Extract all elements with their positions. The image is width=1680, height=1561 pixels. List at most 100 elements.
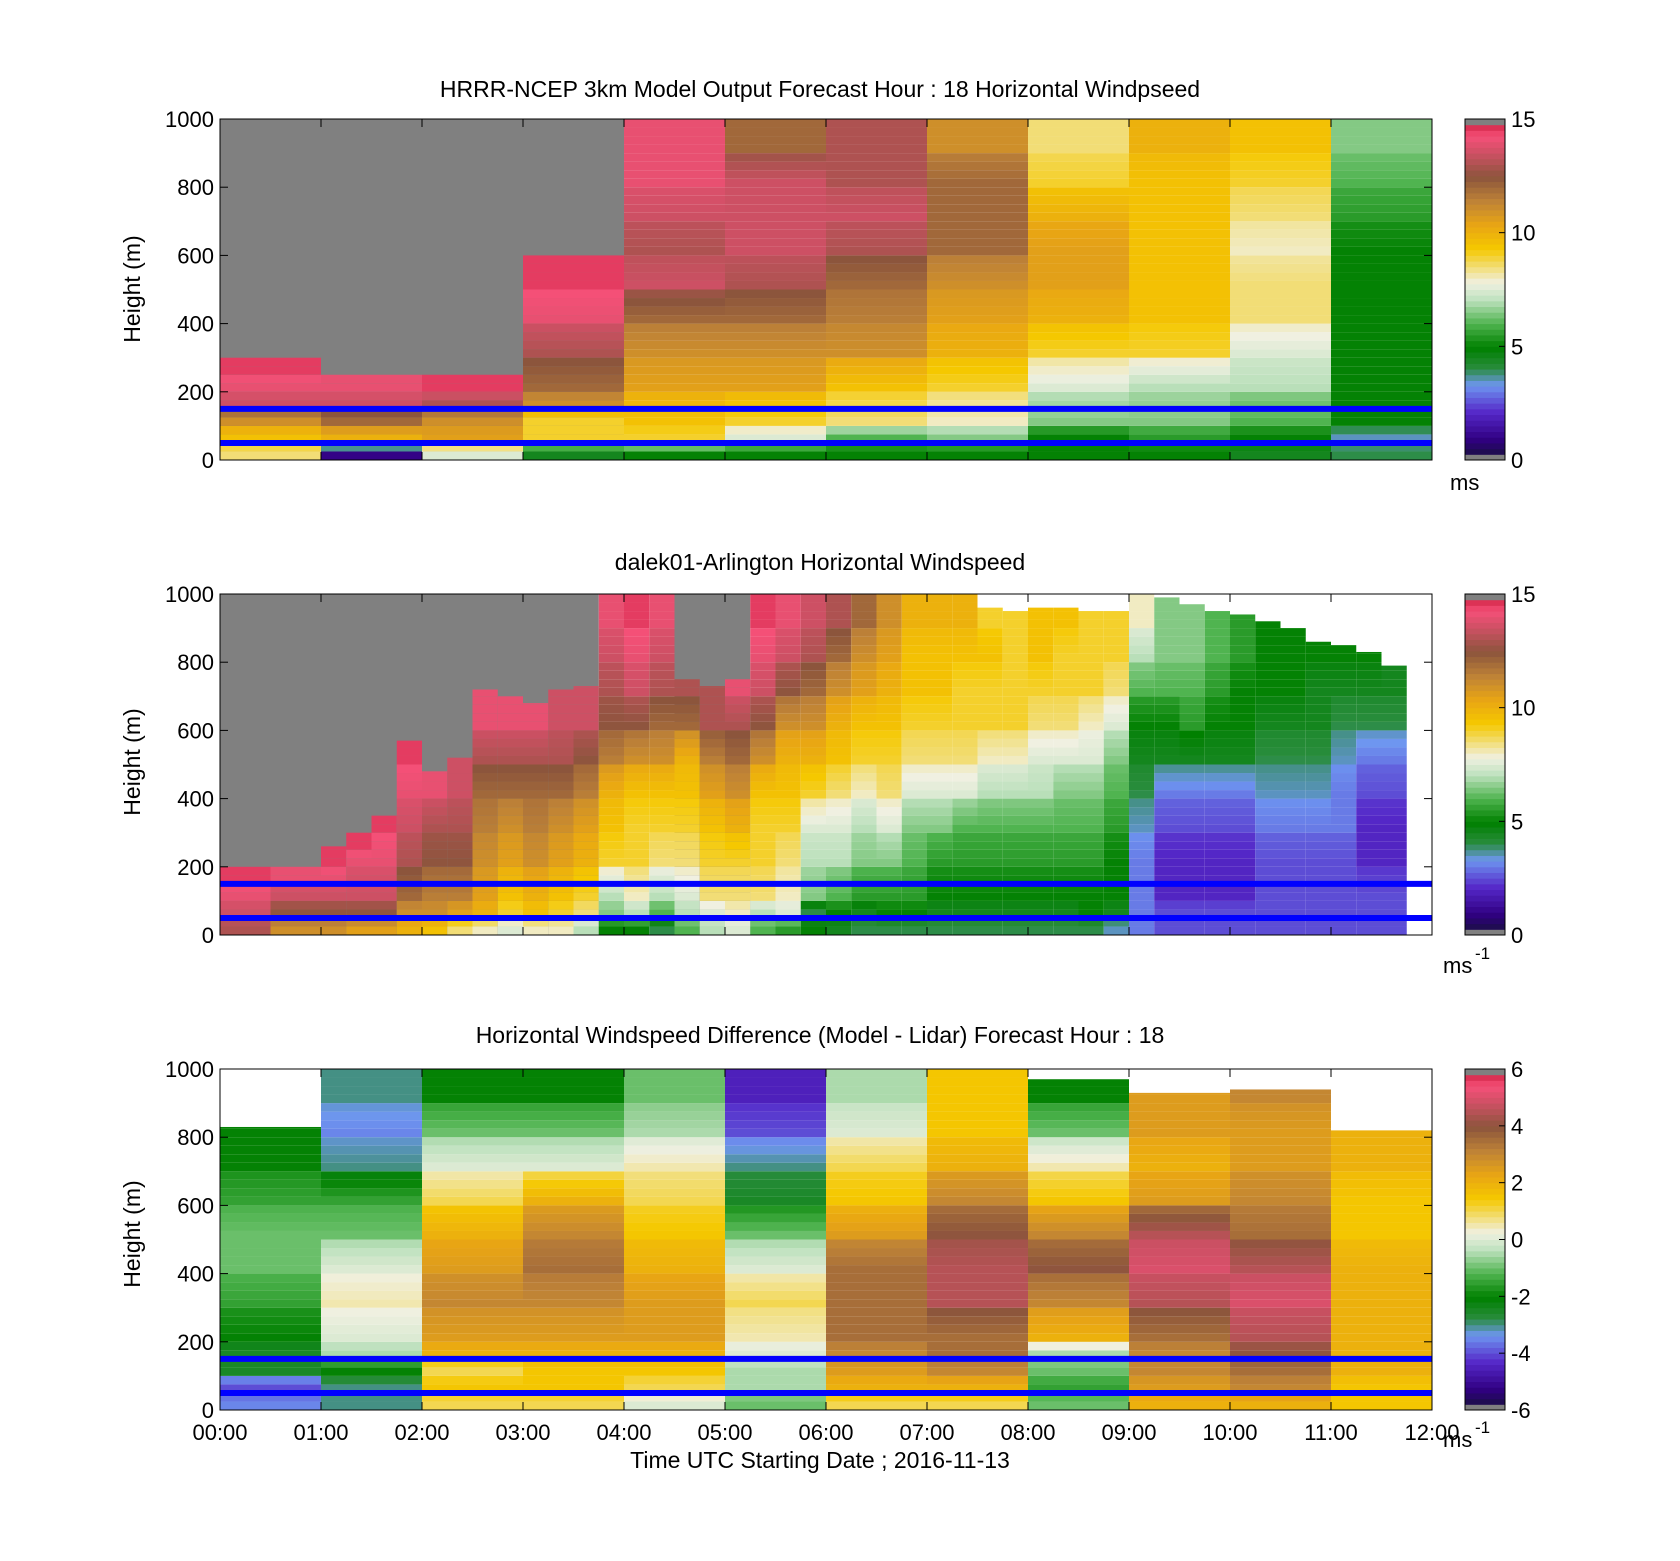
colorbar-tick-label: 15 [1511, 582, 1535, 607]
colorbar-segment [1465, 787, 1505, 794]
heatmap-cell [1053, 858, 1079, 867]
colorbar-tick-label: 0 [1511, 448, 1523, 473]
heatmap-cell [826, 238, 927, 247]
heatmap-cell [624, 1094, 725, 1104]
heatmap-cell [1331, 195, 1432, 205]
heatmap-cell [851, 730, 877, 739]
heatmap-cell [1129, 900, 1155, 910]
heatmap-cell [876, 662, 902, 671]
heatmap-cell [1255, 764, 1281, 774]
heatmap-cell [800, 858, 826, 867]
heatmap-cell [1204, 755, 1230, 765]
heatmap-cell [826, 1307, 927, 1317]
heatmap-cell [851, 636, 877, 646]
heatmap-cell [952, 773, 978, 782]
colorbar-unit: ms [1443, 1427, 1472, 1452]
heatmap-cell [1280, 738, 1306, 748]
heatmap-cell [826, 1154, 927, 1163]
heatmap-cell [1129, 442, 1230, 452]
heatmap-cell [598, 594, 624, 603]
heatmap-cell [649, 611, 675, 620]
heatmap-cell [901, 602, 927, 612]
heatmap-cell [1331, 1333, 1432, 1342]
heatmap-cell [750, 687, 776, 697]
heatmap-cell [346, 917, 372, 927]
heatmap-cell [624, 704, 650, 714]
heatmap-cell [674, 738, 700, 748]
heatmap-cell [624, 1384, 725, 1393]
heatmap-cell [977, 755, 1003, 765]
heatmap-cell [624, 229, 725, 239]
heatmap-cell [725, 1333, 826, 1342]
heatmap-cell [1305, 858, 1331, 867]
heatmap-cell [321, 909, 347, 918]
heatmap-cell [927, 383, 1028, 392]
heatmap-cell [725, 917, 751, 927]
heatmap-cell [1230, 1324, 1331, 1334]
heatmap-cell [952, 926, 978, 935]
heatmap-cell [800, 909, 826, 918]
heatmap-cell [220, 400, 321, 409]
heatmap-cell [1129, 704, 1155, 714]
heatmap-cell [725, 153, 826, 162]
heatmap-cell [725, 144, 826, 154]
heatmap-cell [624, 1341, 725, 1351]
heatmap-cell [624, 408, 725, 418]
heatmap-cell [1028, 434, 1129, 443]
heatmap-cell [927, 696, 953, 705]
colorbar-segment [1465, 662, 1505, 669]
heatmap-cell [1381, 790, 1407, 799]
heatmap-cell [1331, 747, 1357, 756]
heatmap-cell [750, 755, 776, 765]
colorbar-segment [1465, 923, 1505, 930]
heatmap-cell [1331, 1213, 1432, 1223]
heatmap-cell [1280, 781, 1306, 791]
heatmap-cell [1331, 755, 1357, 765]
panel-model: HRRR-NCEP 3km Model Output Forecast Hour… [119, 76, 1535, 495]
heatmap-cell [422, 1213, 523, 1223]
heatmap-cell [1331, 136, 1432, 145]
heatmap-cell [598, 926, 624, 935]
heatmap-cell [927, 704, 953, 714]
heatmap-cell [1331, 425, 1432, 435]
heatmap-cell [220, 926, 271, 935]
colorbar-segment [1465, 1336, 1505, 1343]
heatmap-cell [901, 755, 927, 765]
heatmap-cell [220, 1256, 321, 1266]
heatmap-cell [1053, 696, 1079, 705]
heatmap-cell [624, 1273, 725, 1283]
colorbar-segment [1465, 170, 1505, 177]
heatmap-cell [321, 1137, 422, 1146]
heatmap-cell [1230, 170, 1331, 179]
heatmap-cell [1129, 1384, 1230, 1393]
heatmap-cell [624, 900, 650, 910]
heatmap-cell [826, 1358, 927, 1368]
heatmap-cell [1230, 1137, 1331, 1146]
heatmap-cell [548, 689, 574, 697]
heatmap-cell [725, 1103, 826, 1112]
heatmap-cell [598, 875, 624, 884]
heatmap-cell [927, 1230, 1028, 1240]
heatmap-cell [977, 909, 1003, 918]
heatmap-cell [346, 841, 372, 850]
heatmap-cell [1002, 687, 1028, 697]
heatmap-cell [1028, 400, 1129, 409]
colorbar-segment [1465, 633, 1505, 640]
heatmap-cell [649, 619, 675, 629]
heatmap-cell [1230, 1094, 1331, 1104]
heatmap-cell [826, 323, 927, 333]
colorbar-segment [1465, 1148, 1505, 1155]
heatmap-cell [321, 1171, 422, 1180]
colorbar-segment [1465, 244, 1505, 251]
heatmap-cell [1129, 1333, 1230, 1342]
colorbar-segment [1465, 656, 1505, 663]
heatmap-cell [422, 781, 448, 791]
heatmap-cell [649, 696, 675, 705]
heatmap-cell [497, 738, 523, 748]
heatmap-cell [624, 1137, 725, 1146]
colorbar-segment [1465, 1097, 1505, 1104]
colorbar-tick-label: 10 [1511, 221, 1535, 246]
heatmap-cell [725, 1239, 826, 1249]
heatmap-cell [927, 400, 1028, 409]
heatmap-cell [548, 807, 574, 816]
